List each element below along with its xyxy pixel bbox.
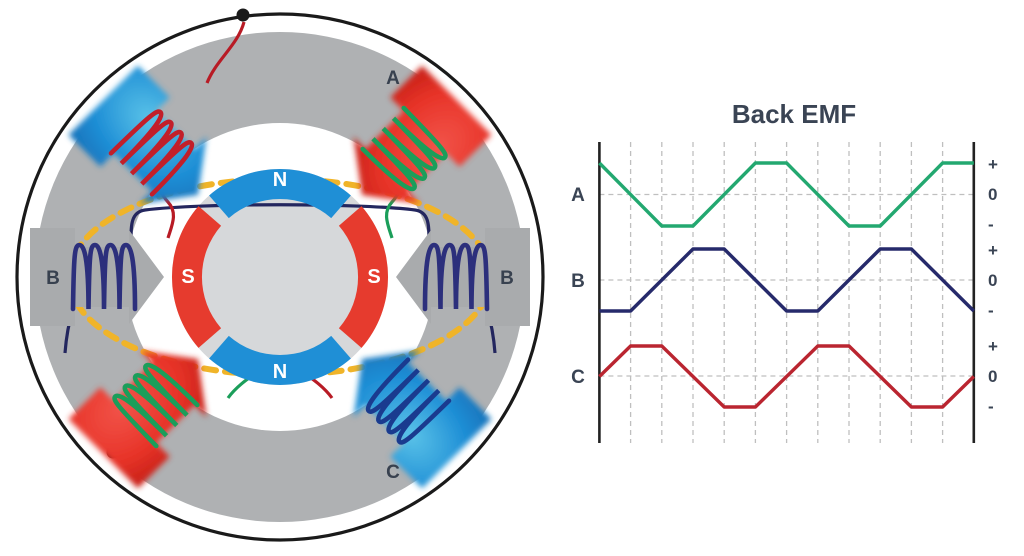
svg-text:N: N: [273, 169, 287, 191]
svg-text:C: C: [571, 367, 585, 388]
svg-text:S: S: [367, 266, 380, 288]
svg-text:S: S: [181, 266, 194, 288]
svg-text:+: +: [988, 337, 998, 356]
svg-text:B: B: [500, 268, 514, 289]
svg-text:B: B: [46, 268, 60, 289]
svg-text:B: B: [571, 271, 585, 292]
svg-text:A: A: [386, 68, 400, 89]
svg-text:C: C: [386, 462, 400, 483]
svg-text:N: N: [273, 361, 287, 383]
svg-text:-: -: [988, 215, 994, 234]
svg-text:+: +: [988, 241, 998, 260]
svg-text:-: -: [988, 397, 994, 416]
svg-text:0: 0: [988, 271, 997, 290]
svg-text:A: A: [571, 185, 585, 206]
svg-text:0: 0: [988, 367, 997, 386]
svg-text:+: +: [988, 155, 998, 174]
svg-text:-: -: [988, 301, 994, 320]
svg-text:0: 0: [988, 185, 997, 204]
svg-text:Back EMF: Back EMF: [732, 99, 856, 129]
